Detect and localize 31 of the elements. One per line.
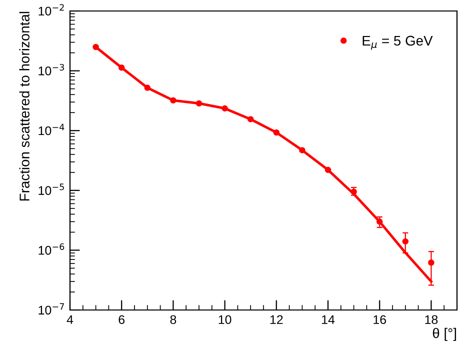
point [350,188,357,195]
x-tick-label: 12 [270,315,283,324]
y-tick-label: 10$^{−2}$ [38,4,64,16]
point [222,105,228,112]
point [299,147,306,154]
point [247,116,254,122]
y-tick-label: 10$^{−4}$ [38,124,64,136]
x-axis-title: θ [°] [432,328,456,341]
y-tick-label: 10$^{−7}$ [38,303,64,315]
point [402,238,409,245]
legend-label: E$_{μ}$ = 5 GeV [362,36,433,50]
point [170,97,176,104]
x-tick-label: 6 [118,315,125,324]
y-tick-label: 10$^{−5}$ [38,184,64,195]
x-tick-label: 16 [374,315,386,324]
x-tick-label: 8 [170,315,176,324]
y-tick-label: 10$^{−6}$ [38,243,64,255]
point [144,84,151,91]
point [376,218,383,225]
x-tick-label: 4 [66,315,74,324]
point [428,259,434,266]
y-tick-label: 10$^{−3}$ [38,64,64,76]
x-tick-label: 14 [322,315,335,324]
point [196,100,202,107]
x-tick-label: 18 [425,315,438,324]
point [324,166,332,174]
point [118,64,125,71]
point [92,44,99,50]
point [273,129,280,136]
x-tick-label: 10 [218,315,232,324]
y-axis-title: Fraction scattered to horizontal [19,12,30,201]
